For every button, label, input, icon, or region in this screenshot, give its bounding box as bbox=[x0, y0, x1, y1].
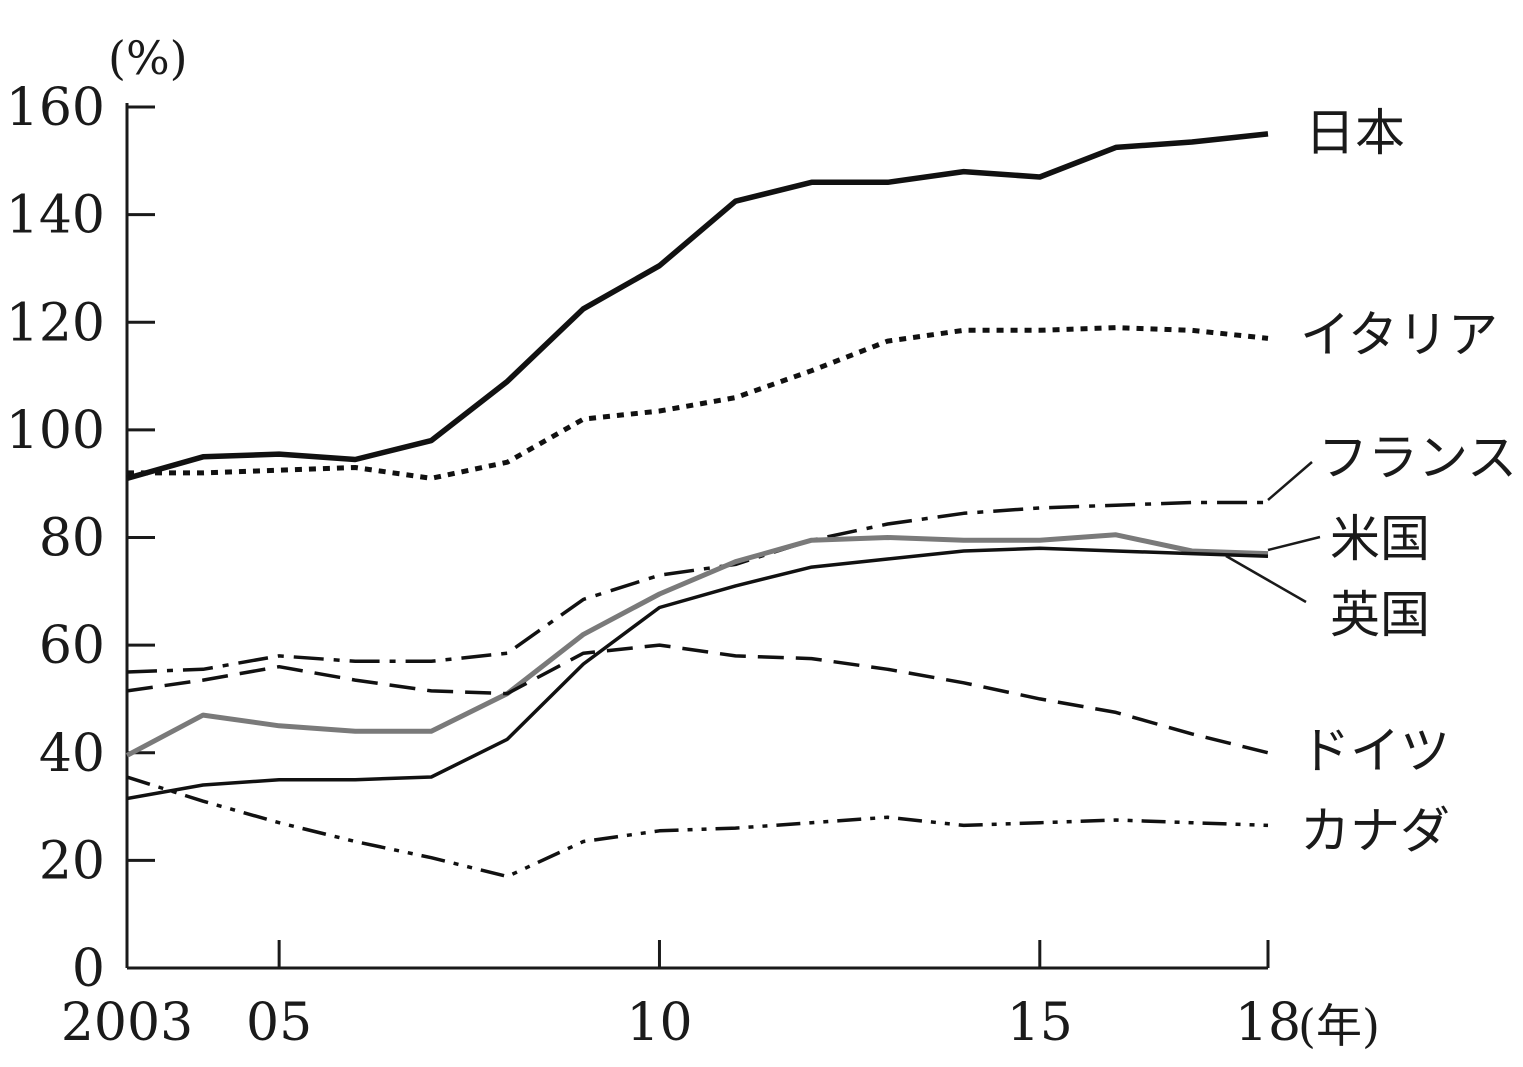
series-label-usa: 米国 bbox=[1330, 510, 1430, 568]
y-tick-label: 160 bbox=[6, 78, 105, 138]
series-label-italy: イタリア bbox=[1300, 306, 1498, 364]
y-tick-label: 120 bbox=[6, 293, 105, 353]
series-line-3 bbox=[125, 532, 1269, 758]
series-line-5 bbox=[126, 643, 1269, 755]
series-label-canada: カナダ bbox=[1300, 802, 1450, 860]
series-label-germany: ドイツ bbox=[1300, 722, 1450, 780]
x-unit-label: (年) bbox=[1298, 999, 1380, 1053]
leader-line-uk bbox=[1225, 554, 1307, 604]
x-tick-label: 18 bbox=[1235, 993, 1301, 1053]
y-tick-label: 0 bbox=[72, 939, 105, 999]
series-label-france: フランス bbox=[1318, 429, 1517, 487]
series-line-2 bbox=[126, 500, 1268, 674]
x-ticks: 2003 05 10 15 18 bbox=[61, 940, 1301, 1053]
series-line-0 bbox=[126, 131, 1269, 481]
y-tick-label: 60 bbox=[39, 616, 105, 676]
leader-lines bbox=[1225, 461, 1321, 604]
y-ticks: 0 20 40 60 80 100 120 140 160 bbox=[6, 78, 155, 999]
x-tick-label: 2003 bbox=[61, 993, 193, 1053]
y-unit-label: (%) bbox=[108, 31, 188, 85]
y-tick-label: 80 bbox=[39, 509, 105, 569]
series-lines bbox=[125, 131, 1269, 879]
series-labels: 日本 イタリア フランス 米国 英国 ドイツ カナダ bbox=[1300, 104, 1517, 860]
series-line-4 bbox=[126, 546, 1269, 801]
x-tick-label: 15 bbox=[1007, 993, 1073, 1053]
x-tick-label: 05 bbox=[246, 993, 312, 1053]
y-tick-label: 40 bbox=[39, 724, 105, 784]
y-tick-label: 140 bbox=[6, 186, 105, 246]
series-label-uk: 英国 bbox=[1330, 586, 1430, 644]
y-tick-label: 100 bbox=[6, 401, 105, 461]
leader-line-france bbox=[1267, 461, 1313, 501]
leader-line-usa bbox=[1267, 535, 1321, 552]
axes bbox=[125, 103, 1268, 970]
series-line-6 bbox=[126, 775, 1269, 879]
x-tick-label: 10 bbox=[626, 993, 692, 1053]
series-label-japan: 日本 bbox=[1305, 104, 1405, 162]
y-tick-label: 20 bbox=[39, 831, 105, 891]
